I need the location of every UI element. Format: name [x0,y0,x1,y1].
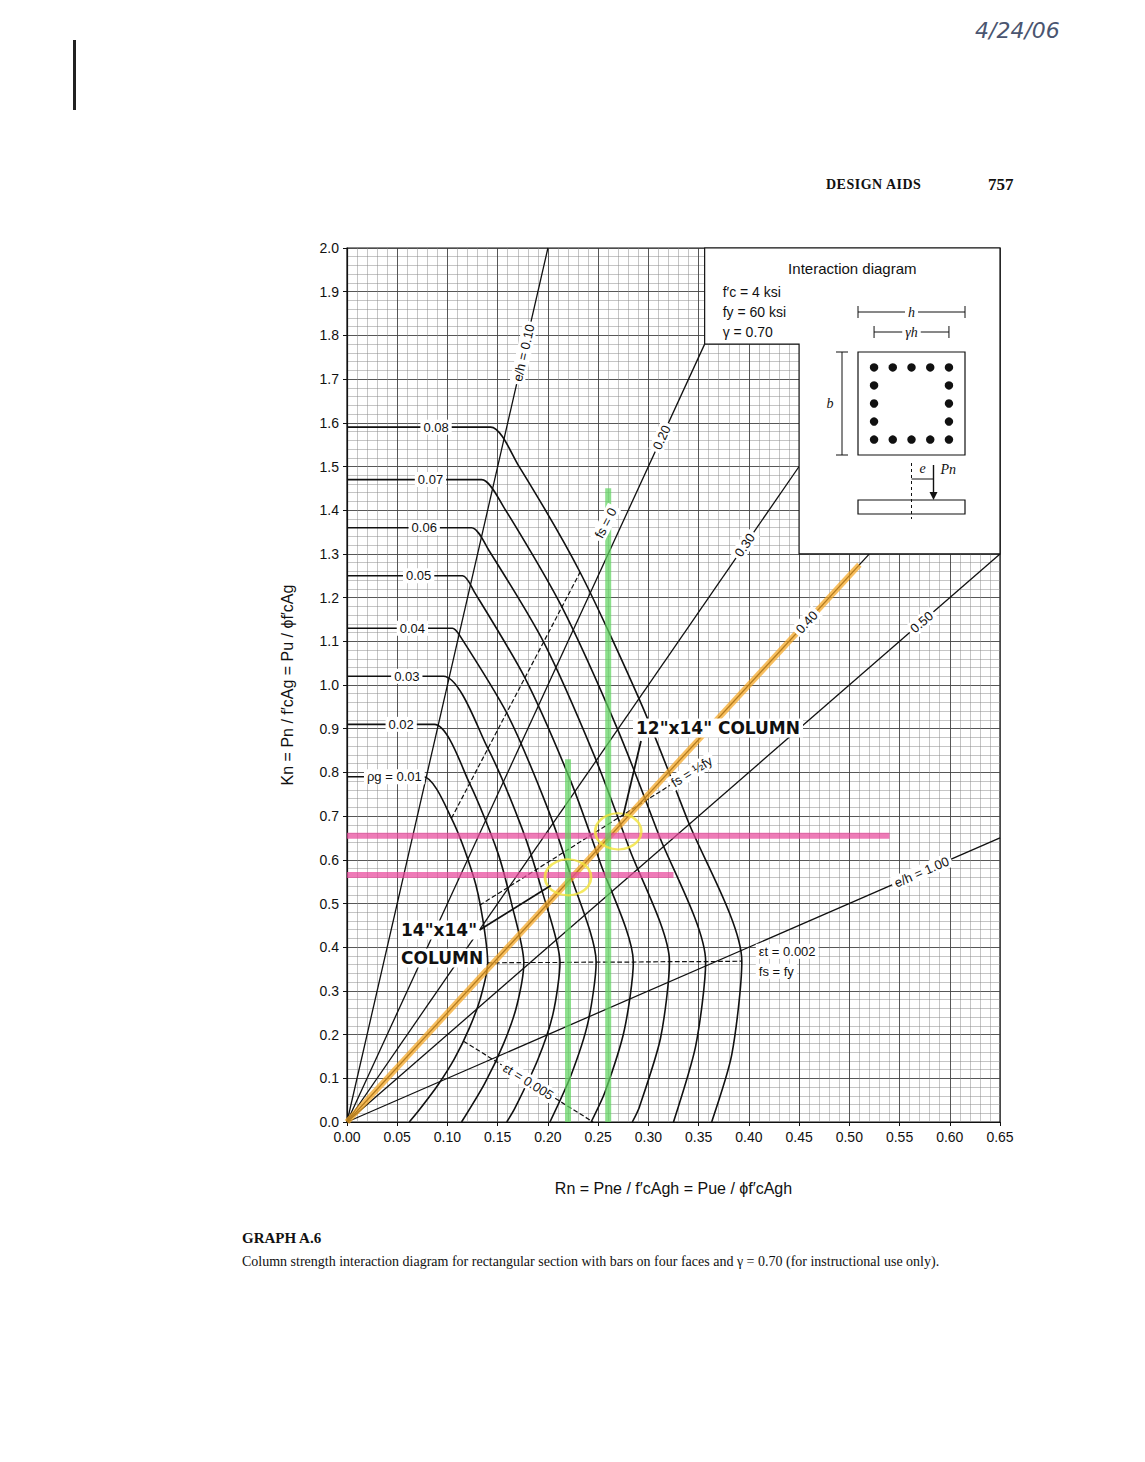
svg-text:0.07: 0.07 [418,472,443,487]
svg-text:0.05: 0.05 [384,1129,411,1145]
svg-text:0.45: 0.45 [785,1129,812,1145]
svg-text:0.04: 0.04 [400,621,425,636]
svg-text:0.30: 0.30 [731,530,758,559]
svg-text:0.06: 0.06 [412,520,437,535]
svg-text:0.40: 0.40 [735,1129,762,1145]
svg-text:fs = ½fy: fs = ½fy [668,753,715,790]
svg-text:1.6: 1.6 [320,415,340,431]
svg-text:0.00: 0.00 [333,1129,360,1145]
svg-text:1.8: 1.8 [320,327,340,343]
svg-text:fy = 60 ksi: fy = 60 ksi [723,304,786,320]
html-text:757: 757 [988,175,1014,194]
svg-text:0.05: 0.05 [406,568,431,583]
svg-text:0.2: 0.2 [320,1027,340,1043]
svg-text:0.08: 0.08 [423,420,448,435]
html-text:Column strength interaction di: Column strength interaction diagram for … [242,1254,940,1269]
svg-text:1.5: 1.5 [320,459,340,475]
svg-text:0.40: 0.40 [793,608,821,637]
svg-text:1.9: 1.9 [320,284,340,300]
svg-text:0.35: 0.35 [685,1129,712,1145]
svg-text:1.3: 1.3 [320,546,340,562]
svg-text:2.0: 2.0 [320,240,340,256]
svg-text:0.0: 0.0 [320,1114,340,1130]
svg-text:0.50: 0.50 [907,608,936,636]
svg-text:εt = 0.002: εt = 0.002 [759,944,816,959]
svg-text:fs = 0: fs = 0 [592,505,620,540]
svg-text:e/h = 1.00: e/h = 1.00 [892,854,951,891]
svg-text:0.60: 0.60 [936,1129,963,1145]
svg-text:h: h [908,305,915,320]
svg-text:0.15: 0.15 [484,1129,511,1145]
svg-text:0.02: 0.02 [389,717,414,732]
svg-text:0.65: 0.65 [986,1129,1013,1145]
html-text:DESIGN AIDS: DESIGN AIDS [826,177,922,192]
svg-text:0.9: 0.9 [320,721,340,737]
svg-text:0.8: 0.8 [320,764,340,780]
svg-text:1.7: 1.7 [320,371,340,387]
svg-text:0.3: 0.3 [320,983,340,999]
svg-text:1.2: 1.2 [320,590,340,606]
svg-text:0.25: 0.25 [585,1129,612,1145]
svg-text:COLUMN: COLUMN [401,948,483,968]
svg-text:0.6: 0.6 [320,852,340,868]
html-text:4/24/06: 4/24/06 [975,18,1060,43]
svg-text:εt = 0.005: εt = 0.005 [500,1060,556,1103]
svg-text:0.03: 0.03 [394,669,419,684]
svg-text:1.0: 1.0 [320,677,340,693]
svg-text:1.1: 1.1 [320,633,340,649]
svg-text:γh: γh [905,325,918,340]
svg-text:ρg = 0.01: ρg = 0.01 [367,769,422,784]
svg-text:Kn = Pn / f′cAg = Pu / ϕf′cAg: Kn = Pn / f′cAg = Pu / ϕf′cAg [279,585,296,786]
svg-text:γ = 0.70: γ = 0.70 [723,324,773,340]
svg-text:0.50: 0.50 [836,1129,863,1145]
svg-text:Interaction diagram: Interaction diagram [788,260,916,277]
svg-text:0.20: 0.20 [534,1129,561,1145]
svg-text:0.10: 0.10 [434,1129,461,1145]
svg-text:0.1: 0.1 [320,1070,340,1086]
svg-text:14"x14": 14"x14" [401,920,477,940]
svg-text:0.55: 0.55 [886,1129,913,1145]
svg-text:12"x14" COLUMN: 12"x14" COLUMN [636,718,800,738]
svg-text:Pn: Pn [940,462,957,477]
svg-text:e: e [919,461,925,476]
svg-text:Rn = Pne / f′cAgh = Pue / ϕf′c: Rn = Pne / f′cAgh = Pue / ϕf′cAgh [555,1180,792,1197]
svg-text:f′c = 4 ksi: f′c = 4 ksi [723,284,781,300]
svg-text:1.4: 1.4 [320,502,340,518]
svg-text:0.30: 0.30 [635,1129,662,1145]
svg-text:0.4: 0.4 [320,939,340,955]
svg-text:0.20: 0.20 [650,423,674,452]
svg-text:b: b [827,396,834,411]
svg-text:fs = fy: fs = fy [759,964,795,979]
svg-text:e/h = 0.10: e/h = 0.10 [510,323,538,383]
svg-text:0.5: 0.5 [320,896,340,912]
html-text:GRAPH A.6: GRAPH A.6 [242,1230,322,1246]
svg-text:0.7: 0.7 [320,808,340,824]
